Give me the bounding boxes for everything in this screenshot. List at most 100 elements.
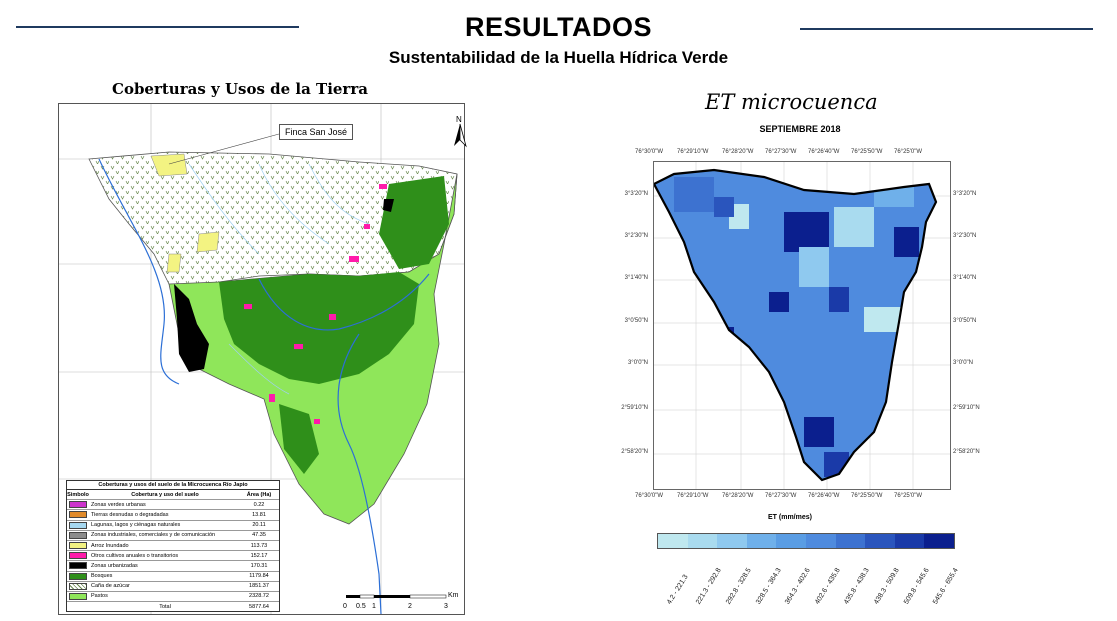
x-tick-top: 76°30'0"W xyxy=(635,149,664,155)
legend-row-area: 1851.37 xyxy=(249,583,269,590)
legend-row: Pastos 2328.72 xyxy=(67,592,279,603)
legend-row-area: 1179.84 xyxy=(249,573,269,580)
legend-header: Simbolo Cobertura y uso del suelo Área (… xyxy=(67,490,279,501)
y-tick-left: 3°0'0"N xyxy=(627,360,648,366)
legend-total-label: Total xyxy=(159,603,171,610)
y-tick-left: 3°3'20"N xyxy=(624,191,648,197)
scale-label-3: 3 xyxy=(444,603,448,610)
legend-swatch xyxy=(69,511,87,519)
y-tick-left: 2°59'10"N xyxy=(621,405,648,411)
legend-row-label: Tierras desnudas o degradadas xyxy=(91,511,169,518)
legend-row-area: 113.73 xyxy=(250,542,268,549)
y-tick-left: 3°1'40"N xyxy=(624,275,648,281)
land-cover-heading: Coberturas y Usos de la Tierra xyxy=(112,80,368,98)
y-tick-right: 3°3'20"N xyxy=(953,191,977,197)
legend-row-label: Arroz Inundado xyxy=(91,542,129,549)
y-tick-right: 3°0'0"N xyxy=(953,360,974,366)
y-tick-left: 3°0'50"N xyxy=(624,318,648,324)
colorbar-range-label: 4.2 - 221.3 xyxy=(665,573,690,606)
legend-title: Coberturas y usos del suelo de la Microc… xyxy=(67,481,279,490)
header-rule-right xyxy=(800,28,1093,30)
scale-label-0: 0 xyxy=(343,603,347,610)
x-tick-top: 76°26'40"W xyxy=(808,149,840,155)
legend-row: Zonas industriales, comerciales y de com… xyxy=(67,531,279,541)
legend-row-area: 0.22 xyxy=(253,501,265,508)
colorbar-range-label: 402.6 - 435.8 xyxy=(813,567,842,606)
x-tick-bottom: 76°29'10"W xyxy=(677,493,709,499)
legend-row-area: 2328.72 xyxy=(249,593,269,600)
colorbar-segment xyxy=(865,534,895,548)
et-map-graphic xyxy=(652,162,950,489)
y-tick-right: 3°2'30"N xyxy=(953,233,977,239)
et-map xyxy=(652,161,951,490)
page-subtitle: Sustentabilidad de la Huella Hídrica Ver… xyxy=(388,48,729,67)
north-arrow-icon xyxy=(454,123,467,148)
scale-label-1: 1 xyxy=(372,603,376,610)
y-tick-right: 3°0'50"N xyxy=(953,318,977,324)
colorbar-label: ET (mm/mes) xyxy=(768,514,812,521)
y-tick-left: 2°58'20"N xyxy=(621,449,648,455)
legend-row: Zonas urbanizadas 170.31 xyxy=(67,561,279,572)
legend-row-label: Otros cultivos anuales o transitorios xyxy=(91,552,179,559)
colorbar-segment xyxy=(717,534,747,548)
legend-row-label: Lagunas, lagos y ciénagas naturales xyxy=(91,522,181,529)
scale-unit: Km xyxy=(448,592,459,599)
legend-total-row: Total 5877.64 xyxy=(67,602,279,611)
legend-row-area: 170.31 xyxy=(250,562,268,569)
legend-swatch xyxy=(69,521,87,529)
et-chart-title: SEPTIEMBRE 2018 xyxy=(759,124,841,134)
legend-row: Otros cultivos anuales o transitorios 152… xyxy=(67,551,279,562)
colorbar-segment xyxy=(658,534,688,548)
legend-row-area: 152.17 xyxy=(250,552,268,559)
colorbar-range-label: 509.8 - 545.6 xyxy=(902,567,931,606)
colorbar-segment xyxy=(894,534,925,548)
y-tick-right: 2°58'20"N xyxy=(953,449,980,455)
colorbar-range-label: 364.3 - 402.6 xyxy=(784,567,812,606)
legend-row-area: 13.81 xyxy=(252,511,266,518)
x-tick-bottom: 76°26'40"W xyxy=(808,493,840,499)
legend-row: Lagunas, lagos y ciénagas naturales 20.11 xyxy=(67,521,279,531)
legend-row-label: Zonas industriales, comerciales y de com… xyxy=(91,532,216,539)
legend-row-label: Caña de azúcar xyxy=(91,583,130,590)
legend-row: Tierras desnudas o degradadas 13.81 xyxy=(67,510,279,521)
colorbar-segment xyxy=(835,534,866,548)
page-title: RESULTADOS xyxy=(465,12,652,42)
scale-bar xyxy=(346,594,447,599)
legend-row-area: 20.11 xyxy=(252,522,266,529)
legend-swatch xyxy=(69,501,87,509)
colorbar-segment xyxy=(687,534,718,548)
colorbar-range-label: 435.8 - 438.3 xyxy=(843,567,872,606)
x-tick-top: 76°29'10"W xyxy=(677,149,709,155)
legend-row-label: Zonas verdes urbanas xyxy=(91,501,146,508)
colorbar-range-label: 328.5 - 364.3 xyxy=(754,567,783,606)
colorbar-range-label: 292.8 - 328.5 xyxy=(725,567,753,606)
colorbar-segment xyxy=(924,534,954,548)
et-colorbar xyxy=(657,533,955,549)
legend-swatch xyxy=(69,582,87,590)
x-tick-bottom: 76°28'20"W xyxy=(722,493,754,499)
x-tick-bottom: 76°25'50"W xyxy=(851,493,883,499)
legend-row-label: Zonas urbanizadas xyxy=(91,562,138,569)
north-label: N xyxy=(456,115,462,124)
legend-header-area: Área (Ha) xyxy=(246,491,272,498)
colorbar-range-label: 545.6 - 655.4 xyxy=(932,567,960,606)
legend-swatch xyxy=(69,542,87,550)
colorbar-range-label: 438.3 - 509.8 xyxy=(873,567,901,606)
legend-row-label: Pastos xyxy=(91,593,108,600)
legend-swatch xyxy=(69,531,87,539)
x-tick-top: 76°27'30"W xyxy=(765,149,797,155)
finca-label: Finca San José xyxy=(279,124,354,140)
scale-label-2: 2 xyxy=(408,603,412,610)
legend-row: Arroz Inundado 113.73 xyxy=(67,541,279,552)
et-heading: ET microcuenca xyxy=(705,90,878,114)
legend-row-area: 47.35 xyxy=(252,532,266,539)
legend-row: Caña de azúcar 1851.37 xyxy=(67,582,279,592)
y-tick-right: 2°59'10"N xyxy=(953,405,980,411)
colorbar-segment xyxy=(746,534,777,548)
legend-swatch xyxy=(69,562,87,570)
legend-swatch xyxy=(69,552,87,560)
legend-total-value: 5877.64 xyxy=(249,603,269,610)
land-cover-legend: Coberturas y usos del suelo de la Microc… xyxy=(66,480,280,613)
legend-header-symbol: Simbolo xyxy=(67,491,89,498)
y-tick-right: 3°1'40"N xyxy=(953,275,977,281)
